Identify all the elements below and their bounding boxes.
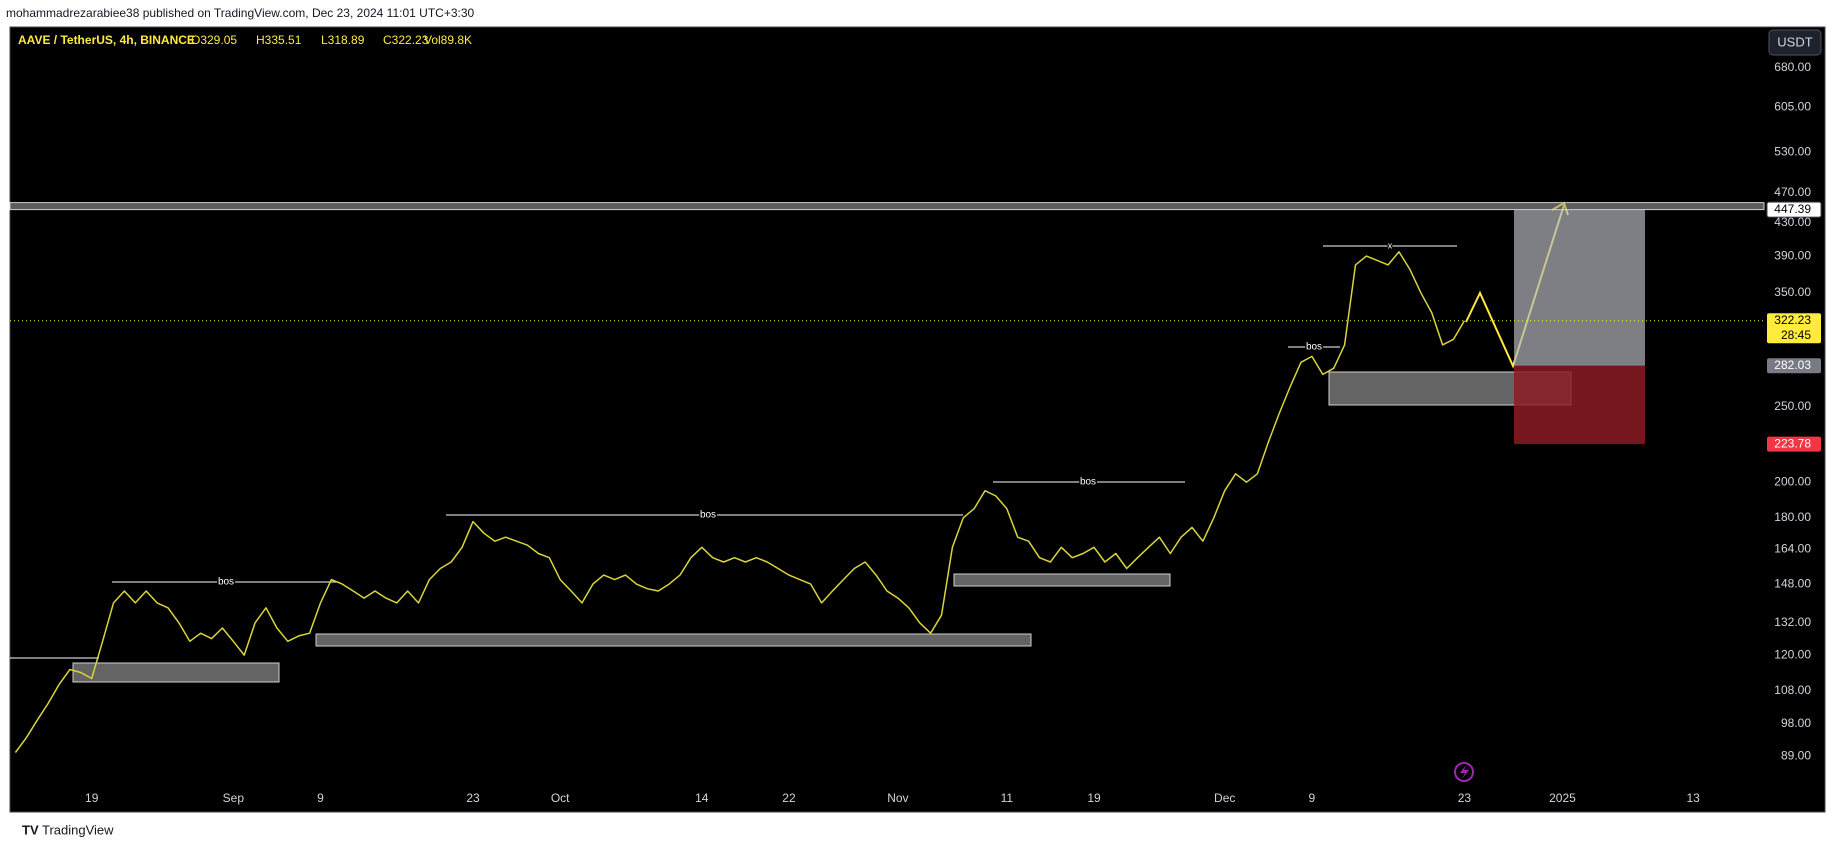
y-tick-label: 680.00 (1774, 60, 1811, 74)
ohlc-high: H335.51 (256, 33, 302, 47)
y-tick-label: 530.00 (1774, 144, 1811, 158)
ohlc-close: C322.23 (383, 33, 429, 47)
x-tick-label: 2025 (1549, 791, 1576, 805)
resistance-band (9, 202, 1765, 211)
price-label: 447.39 (1774, 202, 1811, 216)
ohlc-volume: Vol89.8K (424, 33, 472, 47)
y-tick-label: 180.00 (1774, 510, 1811, 524)
y-tick-label: 350.00 (1774, 285, 1811, 299)
position-stop (1514, 365, 1645, 445)
price-label: 282.03 (1774, 358, 1811, 372)
publisher-line: mohammadrezarabiee38 published on Tradin… (6, 6, 475, 20)
x-tick-label: 11 (1001, 791, 1014, 805)
x-tick-label: 22 (782, 791, 796, 805)
y-tick-label: 250.00 (1774, 399, 1811, 413)
footer-brand: TradingView (42, 822, 114, 837)
symbol-info: AAVE / TetherUS, 4h, BINANCE (18, 33, 195, 47)
footer-logo: TV (22, 822, 39, 837)
bos-label: bos (1306, 342, 1322, 353)
alert-icon[interactable] (1454, 762, 1474, 782)
y-tick-label: 390.00 (1774, 248, 1811, 262)
x-tick-label: Sep (223, 791, 245, 805)
y-tick-label: 98.00 (1781, 716, 1811, 730)
y-tick-label: 148.00 (1774, 576, 1811, 590)
position-target (1514, 209, 1645, 366)
x-tick-label: Dec (1214, 791, 1235, 805)
x-label: x (1388, 240, 1393, 250)
currency-button[interactable] (1768, 29, 1822, 56)
x-tick-label: 9 (317, 791, 324, 805)
y-tick-label: 164.00 (1774, 542, 1811, 556)
price-line (14, 251, 1466, 753)
currency-label[interactable]: USDT (1777, 34, 1812, 49)
zone (315, 633, 1032, 647)
x-tick-label: 14 (695, 791, 709, 805)
y-tick-label: 430.00 (1774, 215, 1811, 229)
zone (953, 573, 1171, 587)
y-tick-label: 120.00 (1774, 647, 1811, 661)
price-label-box (1767, 313, 1821, 344)
price-label: 223.78 (1774, 436, 1811, 450)
y-tick-label: 200.00 (1774, 474, 1811, 488)
x-tick-label: Nov (887, 791, 908, 805)
y-tick-label: 605.00 (1774, 100, 1811, 114)
ohlc-open: O329.05 (191, 33, 237, 47)
countdown-label: 28:45 (1781, 328, 1811, 342)
y-tick-label: 108.00 (1774, 683, 1811, 697)
x-tick-label: 23 (466, 791, 480, 805)
price-label-box (1767, 436, 1821, 452)
y-tick-label: 470.00 (1774, 185, 1811, 199)
x-tick-label: 13 (1687, 791, 1701, 805)
price-label: 322.23 (1774, 313, 1811, 327)
price-label-box (1766, 201, 1822, 218)
bos-label: bos (1080, 477, 1096, 488)
x-tick-label: Oct (551, 791, 570, 805)
y-tick-label: 89.00 (1781, 748, 1811, 762)
x-tick-label: 19 (1087, 791, 1101, 805)
bos-label: bos (700, 510, 716, 521)
alert-icon-bolt (1460, 765, 1469, 779)
ohlc-low: L318.89 (321, 33, 365, 47)
x-tick-label: 23 (1458, 791, 1472, 805)
zone (72, 662, 280, 683)
bos-label: bos (218, 577, 234, 588)
price-label-box (1767, 358, 1821, 374)
x-tick-label: 9 (1309, 791, 1316, 805)
x-tick-label: 19 (85, 791, 99, 805)
y-tick-label: 132.00 (1774, 615, 1811, 629)
